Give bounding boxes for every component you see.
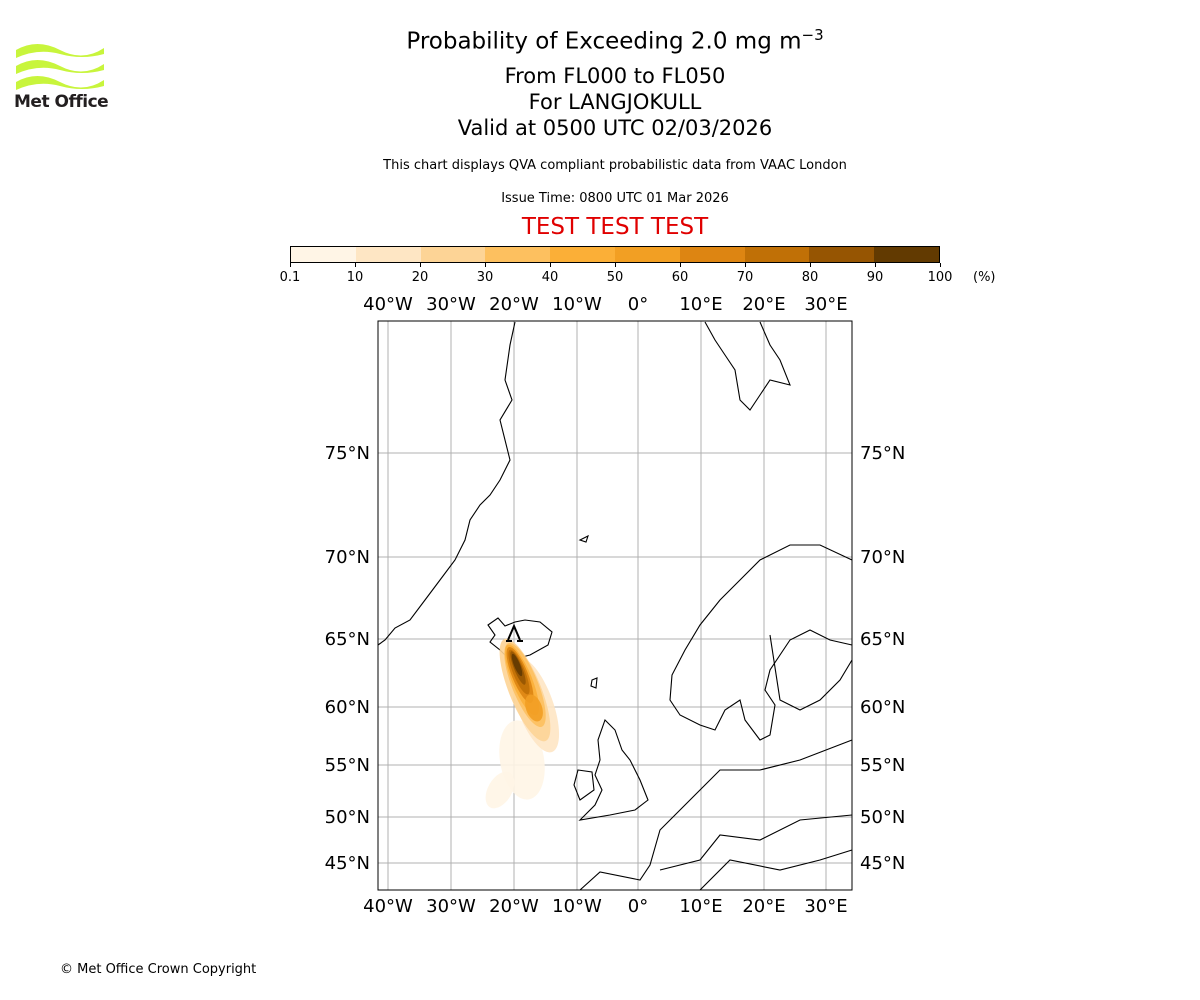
longitude-label: 40°W [363, 294, 413, 315]
colorbar-bin [291, 247, 356, 262]
colorbar-bin [679, 247, 745, 262]
latitude-label: 45°N [860, 853, 905, 874]
colorbar-tick-label: 20 [411, 270, 429, 285]
longitude-label: 30°E [804, 294, 847, 315]
latitude-label: 50°N [325, 807, 370, 828]
longitude-label: 0° [628, 294, 648, 315]
colorbar-tick [485, 263, 486, 267]
colorbar-bin [614, 247, 680, 262]
longitude-label: 0° [628, 896, 648, 917]
latitude-label: 75°N [860, 443, 905, 464]
colorbar-tick [615, 263, 616, 267]
longitude-label: 20°E [742, 294, 785, 315]
colorbar-tick [420, 263, 421, 267]
colorbar-tick [940, 263, 941, 267]
colorbar-unit: (%) [973, 270, 996, 285]
latitude-label: 60°N [325, 697, 370, 718]
copyright: © Met Office Crown Copyright [60, 962, 257, 977]
met-office-logo [16, 44, 104, 90]
colorbar-tick-label: 0.1 [279, 270, 301, 285]
colorbar-tick [550, 263, 551, 267]
latitude-label: 70°N [325, 547, 370, 568]
valid-time: Valid at 0500 UTC 02/03/2026 [457, 116, 773, 140]
colorbar-tick [875, 263, 876, 267]
colorbar-tick [810, 263, 811, 267]
longitude-label: 30°W [426, 294, 476, 315]
colorbar-tick [290, 263, 291, 267]
longitude-label: 30°W [426, 896, 476, 917]
colorbar-tick-label: 90 [866, 270, 884, 285]
issue-time: Issue Time: 0800 UTC 01 Mar 2026 [501, 191, 729, 206]
longitude-label: 10°W [552, 294, 602, 315]
longitude-label: 10°W [552, 896, 602, 917]
colorbar-tick-label: 100 [927, 270, 953, 285]
colorbar [290, 246, 940, 263]
colorbar-tick-label: 30 [476, 270, 494, 285]
colorbar-bin [355, 247, 421, 262]
logo-text: Met Office [14, 92, 109, 112]
latitude-label: 65°N [325, 629, 370, 650]
colorbar-tick [355, 263, 356, 267]
colorbar-bin [809, 247, 875, 262]
plume-contour [525, 694, 543, 722]
longitude-label: 20°W [489, 294, 539, 315]
coastlines [377, 321, 853, 891]
latitude-label: 65°N [860, 629, 905, 650]
colorbar-tick-label: 80 [801, 270, 819, 285]
longitude-label: 10°E [679, 294, 722, 315]
colorbar-tick-label: 40 [541, 270, 559, 285]
latitude-label: 60°N [860, 697, 905, 718]
longitude-label: 30°E [804, 896, 847, 917]
volcano-marker [506, 623, 523, 642]
plume-contour [511, 653, 523, 677]
plume-contour [485, 771, 515, 809]
volcano-name: For LANGJOKULL [528, 90, 702, 114]
colorbar-tick [680, 263, 681, 267]
latitude-label: 55°N [325, 755, 370, 776]
colorbar-bin [874, 247, 939, 262]
latitude-label: 70°N [860, 547, 905, 568]
colorbar-bin [550, 247, 615, 262]
colorbar-tick-label: 70 [736, 270, 754, 285]
latitude-label: 50°N [860, 807, 905, 828]
latitude-label: 75°N [325, 443, 370, 464]
longitude-label: 20°E [742, 896, 785, 917]
colorbar-tick-label: 60 [671, 270, 689, 285]
longitude-label: 10°E [679, 896, 722, 917]
test-banner: TEST TEST TEST [521, 214, 709, 240]
colorbar-bin [744, 247, 810, 262]
latitude-label: 55°N [860, 755, 905, 776]
latitude-label: 45°N [325, 853, 370, 874]
colorbar-tick [745, 263, 746, 267]
subtitle: This chart displays QVA compliant probab… [383, 158, 847, 173]
longitude-label: 40°W [363, 896, 413, 917]
colorbar-tick-label: 50 [606, 270, 624, 285]
flight-level-range: From FL000 to FL050 [504, 64, 726, 88]
colorbar-bin [420, 247, 486, 262]
chart-title: Probability of Exceeding 2.0 mg m−3 [406, 26, 824, 55]
colorbar-tick-label: 10 [346, 270, 364, 285]
colorbar-bin [485, 247, 551, 262]
longitude-label: 20°W [489, 896, 539, 917]
ash-probability-plume [485, 638, 560, 809]
